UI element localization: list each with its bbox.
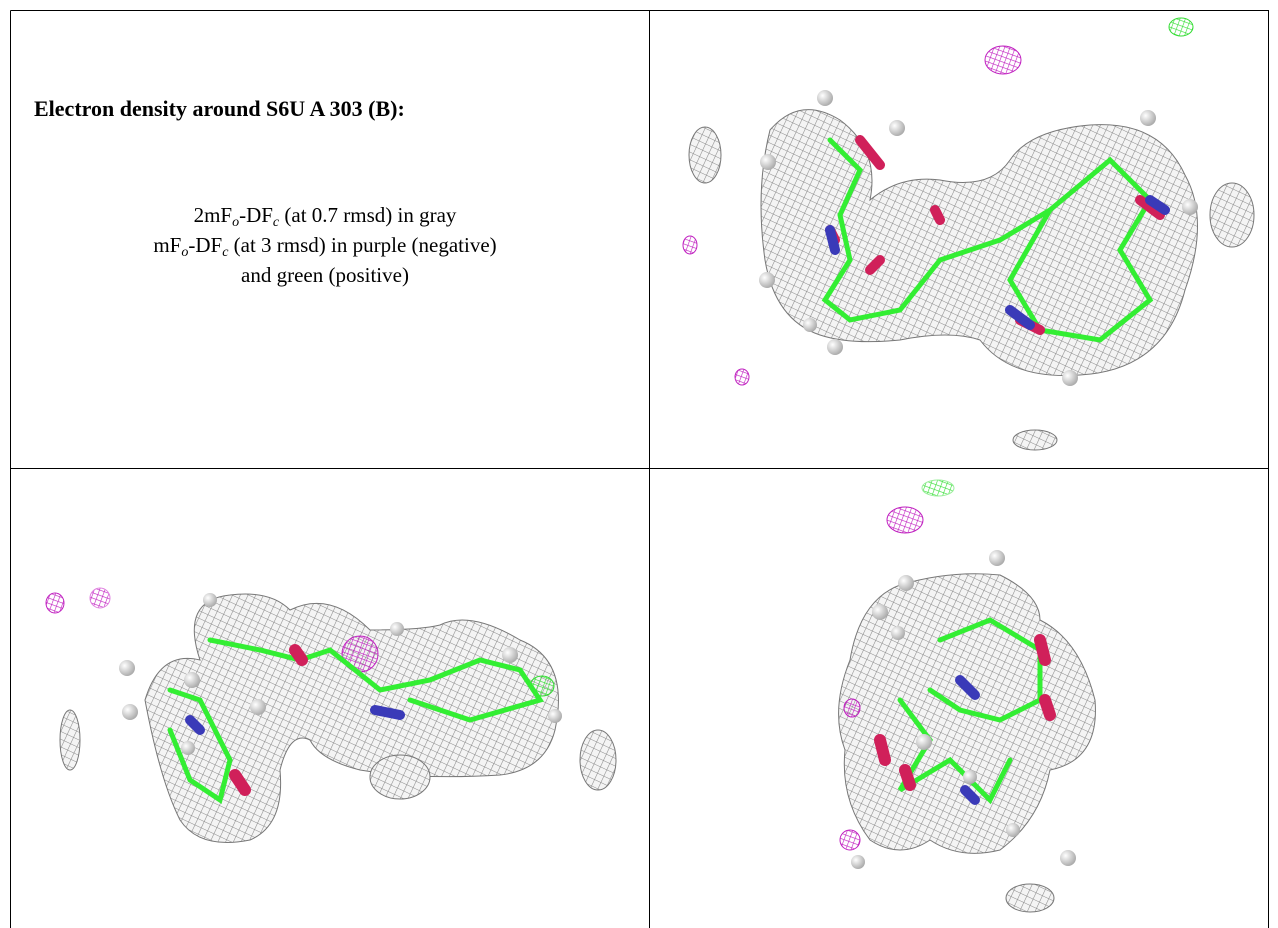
density-view-3 <box>838 479 1096 913</box>
subscript: c <box>222 245 229 260</box>
subscript: o <box>232 215 240 230</box>
text: -DF <box>188 233 223 257</box>
text: (at 0.7 rmsd) in gray <box>279 203 457 227</box>
subscript: c <box>272 215 280 230</box>
legend-line: and green (positive) <box>20 260 630 290</box>
table-border <box>10 10 1269 928</box>
density-view-1 <box>682 17 1255 451</box>
caption-title: Electron density around S6U A 303 (B): <box>34 96 405 121</box>
legend: 2mFo-DFc (at 0.7 rmsd) in gray mFo-DFc (… <box>20 200 630 290</box>
text: -DF <box>239 203 273 227</box>
text: 2mF <box>193 203 233 227</box>
legend-line: 2mFo-DFc (at 0.7 rmsd) in gray <box>20 200 630 230</box>
text: mF <box>153 233 182 257</box>
subscript: o <box>181 245 189 260</box>
legend-line: mFo-DFc (at 3 rmsd) in purple (negative) <box>20 230 630 260</box>
density-view-2 <box>45 587 617 843</box>
text: and green (positive) <box>241 263 409 287</box>
text: (at 3 rmsd) in purple (negative) <box>228 233 497 257</box>
